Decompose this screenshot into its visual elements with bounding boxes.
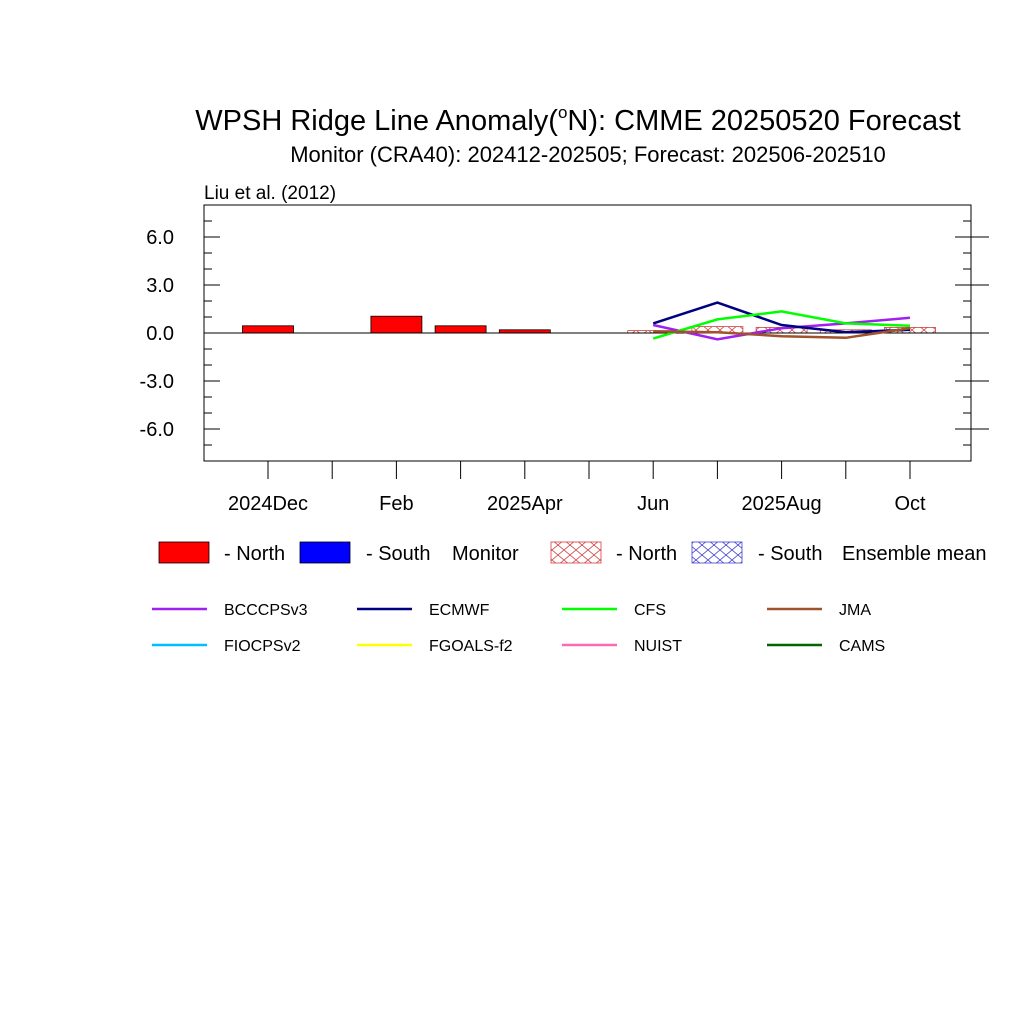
monitor-bar-north [242,325,294,334]
monitor-bar-north [434,325,487,334]
legend-label-ecmwf: ECMWF [429,602,490,619]
series-line-jma [653,326,911,340]
legend-label-monitor-north: - North [224,543,285,565]
legend-label-cams: CAMS [839,638,885,655]
legend-label-bcccpsv3: BCCCPSv3 [224,602,308,619]
legend-label-ensemble: Ensemble mean [842,543,987,565]
y-axis: 6.0 3.0 0.0 -3.0 -6.0 [140,220,989,446]
x-tick-label: 2025Apr [487,493,563,515]
legend-label-ensemble-north: - North [616,543,677,565]
x-tick-label: Jun [637,493,669,515]
y-tick-label: 0.0 [146,323,174,345]
chart-title: WPSH Ridge Line Anomaly(oN): CMME 202505… [195,103,960,137]
credit-text: Liu et al. (2012) [204,183,336,204]
series-line-cfs [652,310,911,340]
legend-label-cfs: CFS [634,602,666,619]
y-tick-label: 6.0 [146,227,174,249]
legend-label-ensemble-south: - South [758,543,822,565]
x-tick-label: Oct [894,493,926,515]
legend-label-monitor: Monitor [452,543,519,565]
main-legend: - North - South Monitor - North - South … [158,541,987,565]
series-line-bcccpsv3 [652,316,911,341]
x-tick-label: 2024Dec [228,493,308,515]
legend-label-fgoals-f2: FGOALS-f2 [429,638,513,655]
x-tick-label: 2025Aug [742,493,822,515]
x-tick-label: Feb [379,493,413,515]
y-tick-label: 3.0 [146,275,174,297]
y-tick-label: -3.0 [140,371,174,393]
legend-label-nuist: NUIST [634,638,682,655]
legend-swatch-ensemble-south [691,541,743,564]
legend-label-jma: JMA [839,602,871,619]
series-line-ecmwf [652,301,911,334]
legend-label-fiocpsv2: FIOCPSv2 [224,638,301,655]
legend-swatch-ensemble-north [550,541,602,564]
x-axis: 2024Dec Feb 2025Apr Jun 2025Aug Oct [228,461,926,515]
legend-label-monitor-south: - South [366,543,430,565]
legend-swatch-monitor-south [299,541,351,564]
y-tick-label: -6.0 [140,419,174,441]
legend-swatch-monitor-north [158,541,210,564]
model-legend: BCCCPSv3 ECMWF CFS JMA FIOCPSv2 FGOALS-f2 NUIS… [152,602,885,655]
monitor-bar-north [370,315,423,334]
model-lines-layer [652,301,911,341]
chart-subtitle: Monitor (CRA40): 202412-202505; Forecast… [290,142,886,167]
